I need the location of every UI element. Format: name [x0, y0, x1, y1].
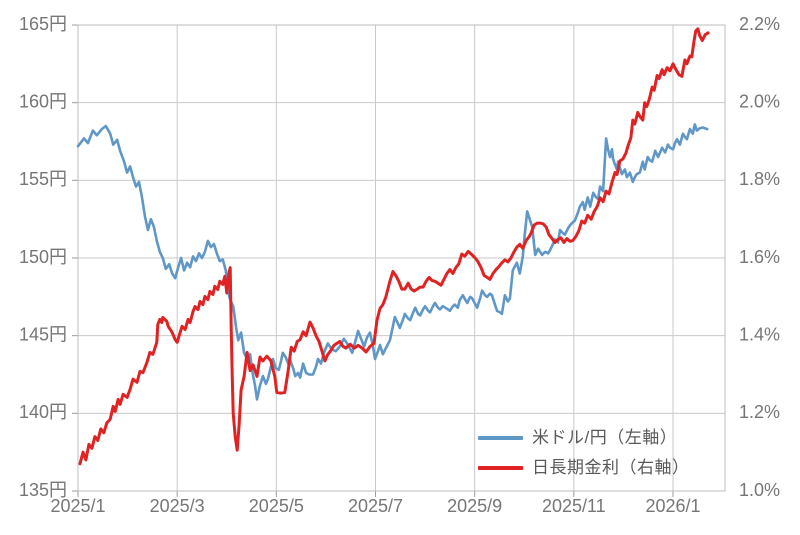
plot-border: [77, 24, 726, 492]
x-axis-tick-label: 2026/1: [645, 496, 700, 516]
legend: 米ドル/円（左軸） 日長期金利（右軸）: [478, 427, 690, 478]
y-axis-left-tick-label: 150円: [19, 247, 67, 267]
jp-rate-line-series: [78, 27, 710, 466]
x-axis-tick-label: 2025/3: [150, 496, 205, 516]
y-axis-left-tick-label: 155円: [19, 169, 67, 189]
x-axis-tick-label: 2025/5: [249, 496, 304, 516]
y-axis-left-tick-label: 160円: [19, 91, 67, 111]
x-axis-tick-label: 2025/11: [542, 496, 606, 516]
legend-item-jp-rate: 日長期金利（右軸）: [478, 457, 690, 478]
jp-rate-legend-label: 日長期金利（右軸）: [532, 458, 690, 477]
y-axis-left-tick-label: 145円: [19, 324, 67, 344]
y-axis-left-tick-label: 135円: [19, 480, 67, 500]
usdjpy-line-series: [76, 123, 709, 401]
y-axis-right-tick-label: 1.0%: [739, 480, 780, 500]
legend-item-usdjpy: 米ドル/円（左軸）: [478, 427, 690, 448]
usdjpy-line-swatch: [478, 435, 523, 440]
y-axis-right-tick-label: 1.6%: [739, 247, 780, 267]
y-axis-left-tick-label: 165円: [19, 14, 67, 34]
jp-rate-line-swatch: [478, 465, 523, 470]
y-axis-right-tick-label: 2.2%: [739, 14, 780, 34]
y-axis-right-tick-label: 1.8%: [739, 169, 780, 189]
y-axis-right-tick-label: 1.2%: [739, 402, 780, 422]
usdjpy-legend-label: 米ドル/円（左軸）: [532, 428, 678, 447]
y-axis-left-tick-label: 140円: [19, 402, 67, 422]
x-axis-tick-label: 2025/7: [348, 496, 403, 516]
x-axis-tick-label: 2025/9: [447, 496, 502, 516]
y-axis-right-tick-label: 1.4%: [739, 324, 780, 344]
y-axis-right-tick-label: 2.0%: [739, 91, 780, 111]
x-axis-tick-label: 2025/1: [50, 496, 105, 516]
